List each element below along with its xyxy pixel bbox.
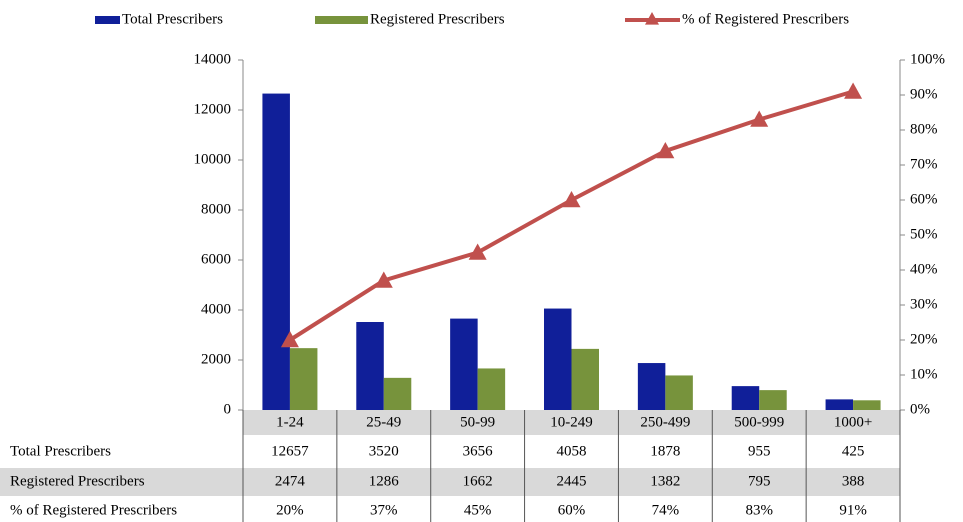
- legend-label: Registered Prescribers: [370, 11, 505, 27]
- x-tick-label: 500-999: [734, 414, 784, 430]
- bar: [262, 93, 290, 410]
- bar: [853, 400, 881, 410]
- bar: [637, 363, 666, 410]
- table-cell: 45%: [464, 502, 492, 518]
- table-row-label: % of Registered Prescribers: [10, 502, 177, 518]
- bar: [450, 318, 478, 410]
- y-tick-label: 12000: [194, 101, 232, 117]
- table-cell: 37%: [370, 502, 398, 518]
- bar: [477, 368, 506, 410]
- line-marker: [374, 271, 393, 288]
- bar: [356, 322, 384, 410]
- table-cell: 1382: [650, 473, 680, 489]
- line-marker: [468, 243, 487, 260]
- y-tick-label: 10000: [194, 151, 232, 167]
- line-marker: [750, 110, 769, 127]
- table-row-label: Total Prescribers: [10, 443, 111, 459]
- y2-tick-label: 0%: [910, 401, 930, 417]
- table-cell: 74%: [652, 502, 680, 518]
- x-tick-label: 1-24: [276, 414, 304, 430]
- x-tick-label: 250-499: [640, 414, 690, 430]
- line-marker: [562, 191, 581, 208]
- table-row-label: Registered Prescribers: [10, 473, 145, 489]
- bar: [665, 375, 693, 410]
- table-cell: 60%: [558, 502, 586, 518]
- bar: [825, 399, 854, 410]
- legend-swatch: [315, 16, 368, 24]
- x-tick-label: 25-49: [366, 414, 401, 430]
- table-cell: 1286: [369, 473, 400, 489]
- y-tick-label: 6000: [201, 251, 231, 267]
- y-tick-label: 0: [224, 401, 232, 417]
- table-cell: 2445: [557, 473, 587, 489]
- table-cell: 1662: [463, 473, 493, 489]
- line-marker: [844, 82, 863, 99]
- category-row-bg: [243, 410, 900, 435]
- table-cell: 20%: [276, 502, 304, 518]
- y-tick-label: 2000: [201, 351, 231, 367]
- y2-tick-label: 90%: [910, 86, 938, 102]
- bar: [544, 308, 572, 410]
- table-cell: 3520: [369, 443, 399, 459]
- legend-marker: [645, 12, 659, 25]
- bar: [383, 377, 412, 410]
- bar: [571, 348, 599, 410]
- y2-tick-label: 20%: [910, 331, 938, 347]
- table-cell: 83%: [745, 502, 773, 518]
- table-cell: 1878: [650, 443, 680, 459]
- y2-tick-label: 80%: [910, 121, 938, 137]
- y2-tick-label: 40%: [910, 261, 938, 277]
- y2-tick-label: 10%: [910, 366, 938, 382]
- table-cell: 388: [842, 473, 865, 489]
- x-tick-label: 50-99: [460, 414, 495, 430]
- line-marker: [280, 331, 299, 348]
- line-marker: [656, 142, 675, 159]
- y2-tick-label: 60%: [910, 191, 938, 207]
- line: [288, 89, 854, 342]
- table-cell: 2474: [275, 473, 306, 489]
- bar: [759, 390, 787, 410]
- table-cell: 4058: [557, 443, 587, 459]
- table-cell: 955: [748, 443, 771, 459]
- y-tick-label: 14000: [194, 51, 232, 67]
- table-row-bg: [0, 468, 900, 496]
- legend-swatch: [95, 16, 120, 24]
- legend-label: Total Prescribers: [122, 11, 223, 27]
- y-tick-label: 8000: [201, 201, 231, 217]
- legend-label: % of Registered Prescribers: [682, 11, 849, 27]
- bar: [289, 348, 318, 410]
- y2-tick-label: 50%: [910, 226, 938, 242]
- x-tick-label: 1000+: [834, 414, 872, 430]
- x-tick-label: 10-249: [550, 414, 593, 430]
- table-cell: 795: [748, 473, 771, 489]
- y-tick-label: 4000: [201, 301, 231, 317]
- bar: [731, 386, 760, 410]
- y2-tick-label: 100%: [910, 51, 945, 67]
- table-cell: 425: [842, 443, 865, 459]
- table-cell: 91%: [839, 502, 867, 518]
- y2-tick-label: 30%: [910, 296, 938, 312]
- table-cell: 3656: [463, 443, 494, 459]
- table-cell: 12657: [271, 443, 309, 459]
- y2-tick-label: 70%: [910, 156, 938, 172]
